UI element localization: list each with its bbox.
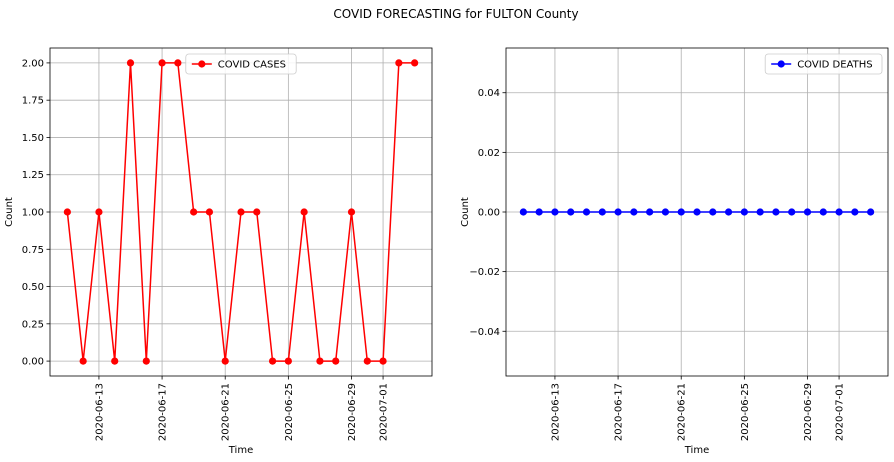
- data-point: [614, 208, 622, 216]
- axes-frame: [49, 47, 433, 377]
- x-tick-label: 2020-06-29: [803, 383, 814, 441]
- data-point: [300, 208, 308, 216]
- data-point: [79, 357, 87, 365]
- y-tick-label: 0.25: [22, 319, 44, 330]
- data-point: [740, 208, 748, 216]
- x-tick-label: 2020-06-25: [284, 383, 295, 441]
- legend-marker: [198, 60, 206, 68]
- y-tick-label: −0.02: [469, 267, 500, 278]
- data-point: [205, 208, 214, 216]
- data-point: [661, 208, 670, 216]
- data-point: [582, 208, 591, 216]
- x-tick-label: 2020-06-17: [158, 383, 169, 441]
- data-point: [347, 208, 356, 216]
- x-tick-label: 2020-06-25: [740, 383, 751, 441]
- data-point: [395, 59, 403, 67]
- x-tick-label: 2020-06-17: [614, 383, 625, 441]
- data-point: [788, 208, 796, 216]
- axes-frame: [505, 47, 889, 377]
- data-point: [363, 357, 371, 365]
- data-point: [677, 208, 685, 216]
- deaths-chart: 2020-06-13 2020-06-17 2020-06-21 2020-06-25…: [460, 47, 889, 456]
- data-point: [111, 357, 119, 365]
- data-point: [237, 208, 245, 216]
- data-point: [253, 208, 261, 216]
- data-point: [379, 357, 387, 365]
- data-point: [142, 357, 150, 365]
- data-point: [95, 208, 103, 216]
- legend-label: COVID CASES: [218, 60, 286, 71]
- data-point: [851, 208, 859, 216]
- data-point: [598, 208, 606, 216]
- y-tick-label: 2.00: [22, 58, 44, 69]
- data-point: [867, 208, 875, 216]
- data-point: [551, 208, 559, 216]
- y-tick-label: 0.50: [22, 282, 44, 293]
- data-point: [63, 208, 71, 216]
- x-tick-label: 2020-06-29: [347, 383, 358, 441]
- data-point: [126, 59, 135, 67]
- y-tick-label: −0.04: [469, 327, 500, 338]
- y-tick-label: 0.04: [478, 88, 500, 99]
- data-point: [630, 208, 638, 216]
- x-tick-label: 2020-07-01: [835, 383, 846, 441]
- data-point: [835, 208, 843, 216]
- x-axis-label: Time: [684, 445, 709, 456]
- y-axis-label: Count: [4, 197, 15, 227]
- data-point: [174, 59, 182, 67]
- data-point: [519, 208, 527, 216]
- data-point: [709, 208, 717, 216]
- data-point: [535, 208, 543, 216]
- x-tick-label: 2020-06-13: [94, 383, 105, 441]
- y-tick-label: 1.00: [22, 208, 44, 219]
- legend-marker: [777, 60, 785, 68]
- x-axis-label: Time: [228, 445, 253, 456]
- cases-chart: 2020-06-13 2020-06-17 2020-06-21 2020-06-25…: [4, 47, 433, 456]
- data-point: [284, 357, 292, 365]
- y-tick-label: 0.00: [22, 357, 44, 368]
- x-tick-label: 2020-06-21: [677, 383, 688, 441]
- y-tick-label: 1.75: [22, 96, 44, 107]
- data-point: [190, 208, 198, 216]
- legend-box: [764, 53, 883, 75]
- figure-title: COVID FORECASTING for FULTON County: [333, 7, 578, 21]
- y-tick-label: 0.00: [478, 208, 500, 219]
- data-point: [316, 357, 324, 365]
- data-point: [819, 208, 827, 216]
- x-tick-label: 2020-06-13: [550, 383, 561, 441]
- y-tick-label: 0.75: [22, 245, 44, 256]
- data-point: [756, 208, 764, 216]
- data-point: [332, 357, 340, 365]
- y-tick-label: 1.25: [22, 170, 44, 181]
- data-point: [772, 208, 780, 216]
- data-point: [693, 208, 701, 216]
- legend-box: [185, 53, 297, 75]
- data-point: [724, 208, 733, 216]
- data-point: [803, 208, 812, 216]
- x-tick-label: 2020-06-21: [221, 383, 232, 441]
- y-tick-label: 1.50: [22, 133, 44, 144]
- data-point: [646, 208, 654, 216]
- data-point: [567, 208, 575, 216]
- data-point: [221, 357, 229, 365]
- y-axis-label: Count: [460, 197, 471, 227]
- legend-label: COVID DEATHS: [797, 60, 872, 71]
- data-point: [411, 59, 419, 67]
- x-tick-label: 2020-07-01: [379, 383, 390, 441]
- data-point: [158, 59, 166, 67]
- y-tick-label: 0.02: [478, 148, 500, 159]
- data-point: [268, 357, 277, 365]
